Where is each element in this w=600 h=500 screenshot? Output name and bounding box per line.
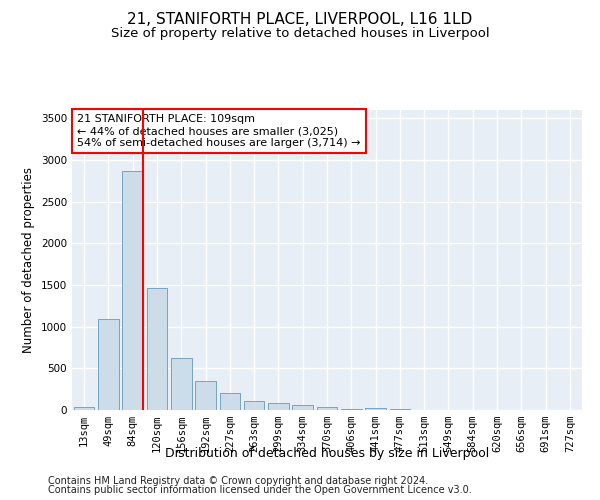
Bar: [74, 406, 94, 410]
Y-axis label: Number of detached properties: Number of detached properties: [22, 167, 35, 353]
Text: Size of property relative to detached houses in Liverpool: Size of property relative to detached ho…: [110, 28, 490, 40]
Text: 21 STANIFORTH PLACE: 109sqm
← 44% of detached houses are smaller (3,025)
54% of : 21 STANIFORTH PLACE: 109sqm ← 44% of det…: [77, 114, 361, 148]
Bar: [146, 288, 167, 410]
Text: Contains HM Land Registry data © Crown copyright and database right 2024.: Contains HM Land Registry data © Crown c…: [48, 476, 428, 486]
Bar: [365, 408, 386, 410]
Bar: [317, 406, 337, 410]
Bar: [220, 393, 240, 410]
Bar: [341, 409, 362, 410]
Bar: [389, 409, 410, 410]
Text: 21, STANIFORTH PLACE, LIVERPOOL, L16 1LD: 21, STANIFORTH PLACE, LIVERPOOL, L16 1LD: [127, 12, 473, 28]
Bar: [244, 401, 265, 410]
Bar: [195, 381, 216, 410]
Text: Distribution of detached houses by size in Liverpool: Distribution of detached houses by size …: [165, 448, 489, 460]
Text: Contains public sector information licensed under the Open Government Licence v3: Contains public sector information licen…: [48, 485, 472, 495]
Bar: [268, 402, 289, 410]
Bar: [171, 358, 191, 410]
Bar: [98, 319, 119, 410]
Bar: [122, 171, 143, 410]
Bar: [292, 405, 313, 410]
